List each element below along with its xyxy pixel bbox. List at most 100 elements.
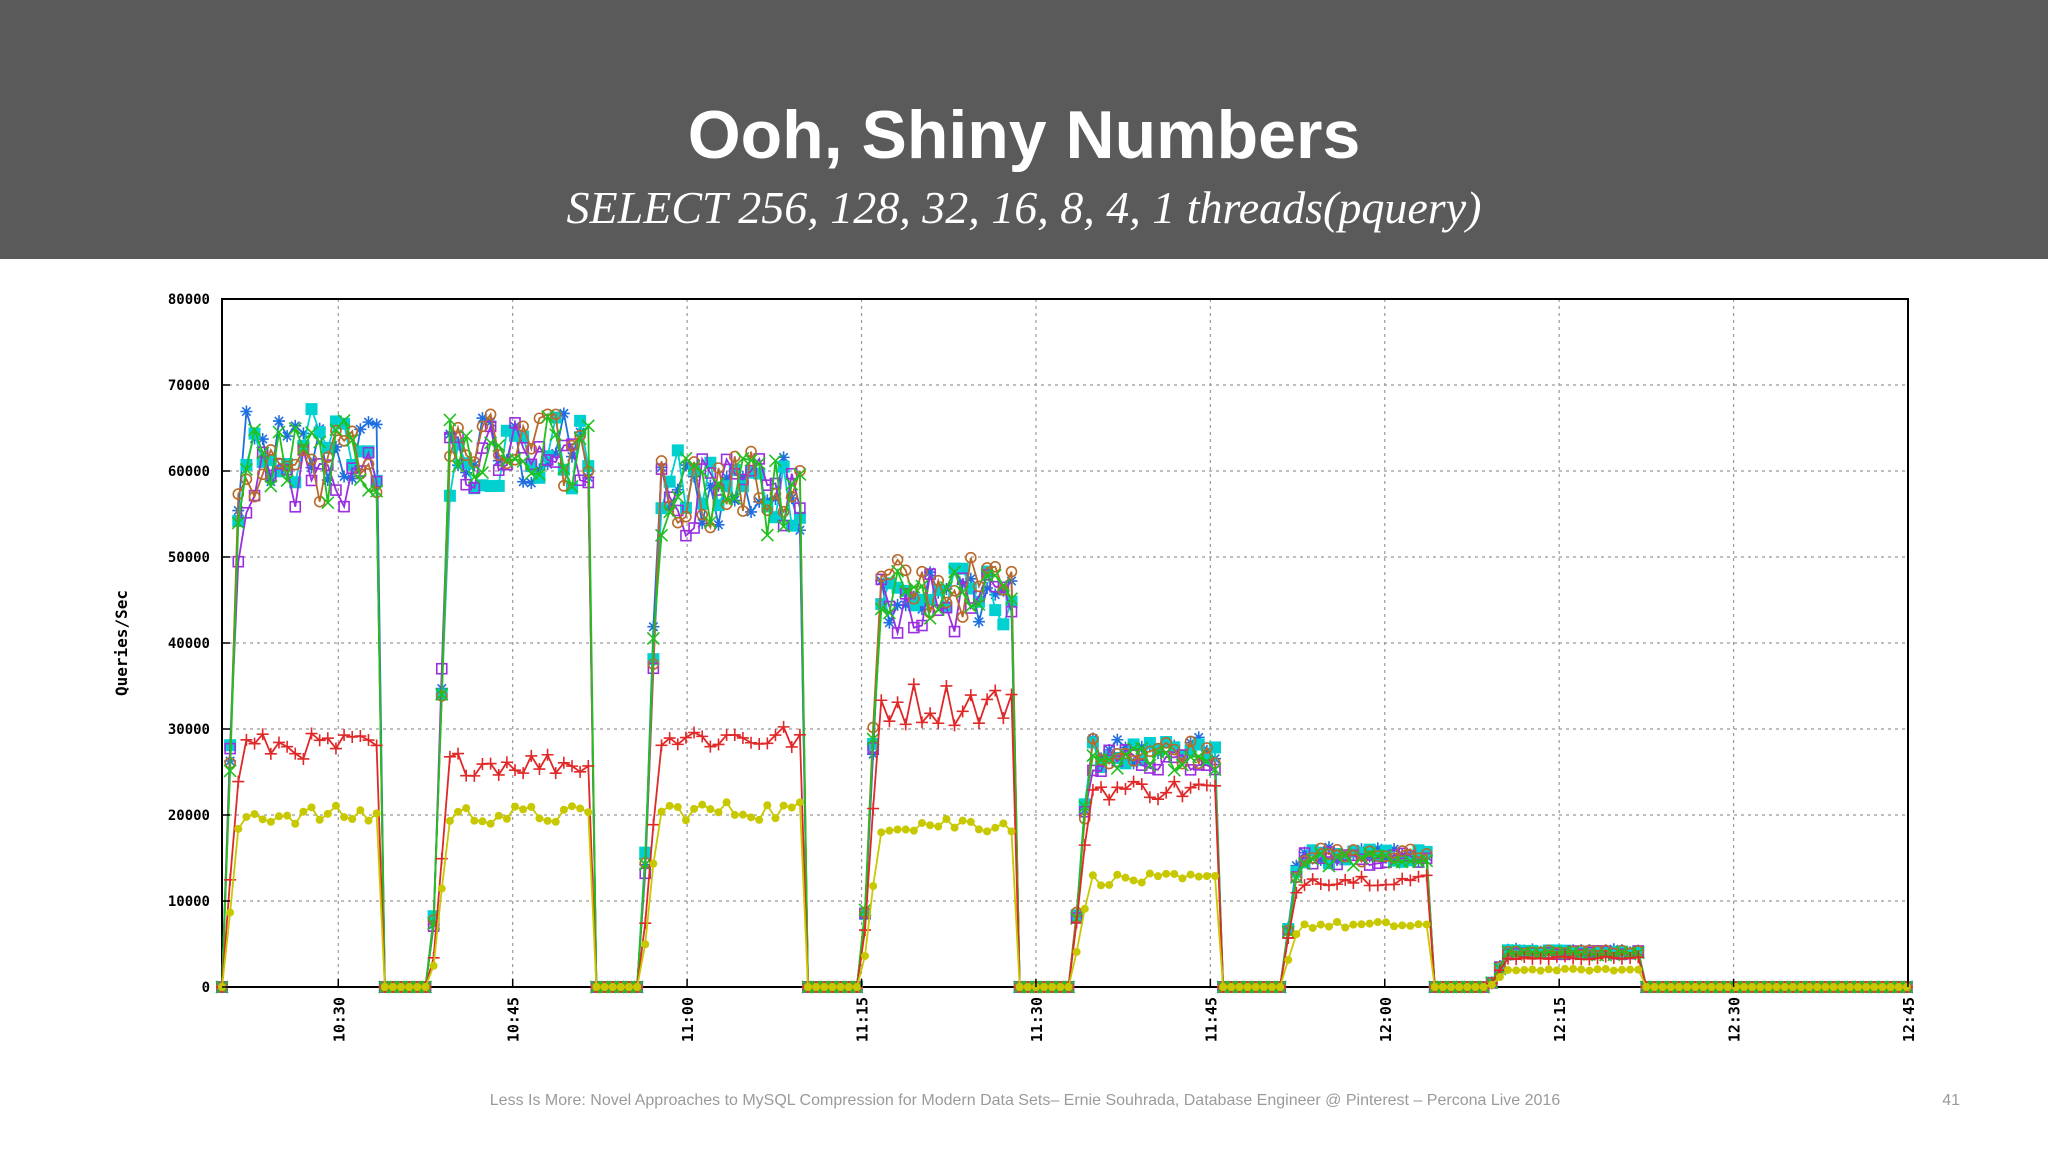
data-point xyxy=(771,814,780,823)
data-point xyxy=(557,756,570,769)
data-point xyxy=(1152,793,1165,806)
data-point xyxy=(541,410,555,424)
data-point xyxy=(1284,955,1293,964)
data-point xyxy=(1626,965,1635,974)
data-point xyxy=(1209,779,1221,792)
data-point xyxy=(476,412,489,425)
data-point xyxy=(728,494,741,507)
data-point xyxy=(1510,953,1523,966)
data-point xyxy=(1560,964,1569,973)
data-point xyxy=(492,768,505,781)
data-point xyxy=(315,815,324,824)
data-point xyxy=(1381,918,1390,927)
data-point xyxy=(956,705,969,718)
data-point xyxy=(745,464,757,477)
data-point xyxy=(1110,761,1124,775)
data-point xyxy=(820,983,829,991)
series-path xyxy=(221,684,1907,988)
data-point xyxy=(1518,950,1531,963)
data-point xyxy=(354,730,367,743)
data-point xyxy=(1699,983,1708,991)
data-point xyxy=(337,414,351,428)
data-point xyxy=(712,462,725,474)
data-point xyxy=(283,811,292,820)
data-point xyxy=(1086,749,1100,763)
data-point xyxy=(443,413,457,427)
data-point xyxy=(649,859,658,868)
data-point xyxy=(1347,844,1360,856)
data-point xyxy=(256,446,269,459)
data-point xyxy=(1805,983,1814,991)
data-point xyxy=(1813,983,1822,991)
data-point xyxy=(247,423,262,437)
data-point xyxy=(956,611,969,623)
data-point xyxy=(1127,755,1140,767)
data-point xyxy=(272,736,285,749)
data-point xyxy=(917,819,926,828)
data-point xyxy=(470,816,479,825)
data-point xyxy=(1119,741,1132,754)
data-point xyxy=(1210,872,1219,881)
data-point xyxy=(647,818,660,831)
data-point xyxy=(874,602,888,616)
data-point xyxy=(942,815,951,824)
data-point xyxy=(281,740,294,753)
data-point xyxy=(250,810,259,819)
data-point xyxy=(657,807,666,816)
data-point xyxy=(1371,857,1384,870)
series-layer xyxy=(215,403,1914,994)
data-point xyxy=(346,425,359,438)
data-point xyxy=(696,730,709,743)
data-point xyxy=(1087,733,1099,745)
data-point xyxy=(581,419,595,433)
data-point xyxy=(736,731,749,744)
data-point xyxy=(1135,741,1149,756)
data-point xyxy=(901,825,910,834)
data-point xyxy=(1176,757,1189,770)
data-point xyxy=(1609,966,1618,975)
data-point xyxy=(1479,983,1488,991)
data-point xyxy=(924,707,937,720)
data-point xyxy=(242,812,251,821)
data-point xyxy=(704,740,717,753)
data-point xyxy=(1837,983,1846,991)
data-point xyxy=(1390,922,1399,931)
data-point xyxy=(745,445,757,458)
data-point xyxy=(1056,983,1065,991)
data-point xyxy=(340,813,349,822)
data-point xyxy=(737,505,749,517)
data-point xyxy=(891,553,904,566)
data-point xyxy=(1119,747,1132,760)
data-point xyxy=(558,480,570,492)
data-point xyxy=(1715,983,1724,991)
data-point xyxy=(891,696,904,709)
data-point xyxy=(924,568,936,580)
data-point xyxy=(288,422,302,436)
data-point xyxy=(997,712,1010,725)
data-point xyxy=(240,733,253,746)
data-point xyxy=(1333,918,1342,927)
data-point xyxy=(468,769,481,782)
data-point xyxy=(502,814,511,823)
data-point xyxy=(462,804,471,813)
data-point xyxy=(500,454,514,468)
data-point xyxy=(1487,980,1496,989)
data-point xyxy=(1167,763,1181,777)
data-point xyxy=(663,732,676,745)
data-point xyxy=(264,747,277,760)
data-point xyxy=(223,764,237,778)
data-point xyxy=(883,616,896,629)
data-point xyxy=(1048,983,1057,991)
data-point xyxy=(1005,565,1018,578)
y-tick-label: 70000 xyxy=(168,378,210,394)
data-point xyxy=(883,715,896,728)
data-point xyxy=(730,810,739,819)
data-point xyxy=(468,459,481,472)
x-tick-label: 11:30 xyxy=(1028,997,1046,1042)
data-point xyxy=(1363,845,1376,858)
data-point xyxy=(785,740,798,753)
data-point xyxy=(745,505,758,518)
data-point xyxy=(234,824,243,833)
x-tick-label: 12:45 xyxy=(1900,997,1918,1042)
data-point xyxy=(1040,983,1049,991)
